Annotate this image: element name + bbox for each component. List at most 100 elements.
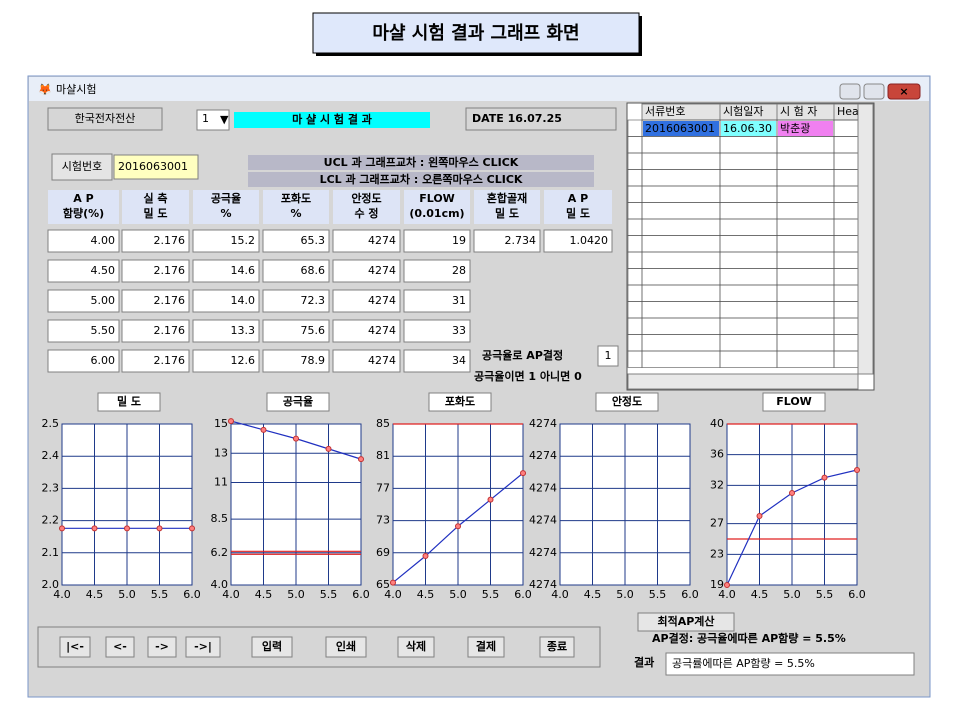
column-header: 혼합골재 — [487, 191, 527, 205]
ap-decision-label: 공극율로 AP결정 — [482, 348, 563, 362]
point — [520, 470, 526, 477]
column-header: 실 측 — [143, 191, 167, 205]
point — [358, 456, 364, 463]
button[interactable] — [325, 636, 367, 658]
cell-text: 13.3 — [231, 324, 256, 337]
cell-text: 4274 — [368, 354, 396, 367]
y-tick-label: 4274 — [529, 514, 557, 527]
x-tick-label: 6.0 — [848, 588, 866, 601]
chart-title: 공극율 — [283, 395, 313, 408]
column-header: FLOW — [419, 192, 455, 205]
content: 한국전자전산 1 ▼ 마 샬 시 험 결 과 DATE 16.07.25 시험번호 2016… — [37, 102, 915, 676]
cell — [262, 349, 330, 373]
note: LCL 과 그래프교차 : 오른쪽마우스 CLICK — [320, 172, 523, 186]
button[interactable] — [397, 636, 435, 658]
test-no-label-box[interactable] — [51, 153, 113, 181]
company-box — [47, 107, 163, 131]
y-tick-label: 32 — [710, 478, 724, 491]
grid-hscroll — [627, 373, 859, 390]
x-tick-label: 4.0 — [384, 588, 402, 601]
cell-text: 14.0 — [231, 294, 256, 307]
grid-value: 2016063001 — [645, 122, 715, 135]
cell-text: 34 — [452, 354, 466, 367]
x-tick-label: 6.0 — [514, 588, 532, 601]
column-header: (0.01cm) — [409, 207, 464, 220]
cell — [403, 319, 471, 343]
point — [487, 496, 494, 503]
point — [228, 418, 234, 425]
cell — [47, 259, 120, 283]
date: DATE 16.07.25 — [472, 112, 562, 125]
x-tick-label: 5.5 — [151, 588, 169, 601]
cell — [403, 259, 471, 283]
x-tick-label: 6.0 — [183, 588, 201, 601]
y-tick-label: 4274 — [529, 578, 557, 591]
button[interactable] — [59, 636, 91, 658]
grid-value: 박춘광 — [780, 122, 810, 135]
cell-text: 5.50 — [91, 324, 116, 337]
column-header: 포화도 — [281, 191, 311, 205]
cell — [332, 259, 401, 283]
column-header: % — [220, 207, 231, 220]
x-tick-label: 5.0 — [287, 588, 305, 601]
y-tick-label: 36 — [710, 448, 724, 461]
cell-text: 33 — [452, 324, 466, 337]
cell — [47, 289, 120, 313]
x-tick-label: 4.0 — [53, 588, 71, 601]
x-tick-label: 4.0 — [718, 588, 736, 601]
test-no-label: 시험번호 — [62, 160, 102, 173]
button[interactable] — [539, 636, 575, 658]
chart-title: 밀 도 — [117, 395, 141, 408]
banner — [312, 12, 640, 54]
maximize[interactable] — [863, 83, 885, 100]
button[interactable] — [147, 636, 177, 658]
cell — [332, 229, 401, 253]
y-tick-label: 8.5 — [211, 512, 229, 525]
cell-text: 2.176 — [154, 324, 186, 337]
cell — [262, 289, 330, 313]
y-tick-label: 2.5 — [42, 417, 60, 430]
combo[interactable] — [196, 109, 230, 131]
header-bg — [122, 190, 189, 224]
optimal-button[interactable] — [637, 612, 735, 632]
button[interactable] — [185, 636, 221, 658]
cell-text: 75.6 — [301, 324, 326, 337]
cell-text: 68.6 — [301, 264, 326, 277]
y-tick-label: 13 — [214, 446, 228, 459]
cell-text: 2.176 — [154, 264, 186, 277]
note-bg — [248, 172, 594, 187]
cell — [192, 229, 260, 253]
x-tick-label: 5.0 — [449, 588, 467, 601]
window-title: 마샬시험 — [56, 83, 96, 96]
cell — [332, 289, 401, 313]
close[interactable] — [887, 83, 921, 100]
test-no: 2016063001 — [118, 160, 188, 173]
y-tick-label: 4274 — [529, 481, 557, 494]
cell-text: 2.734 — [505, 234, 537, 247]
button[interactable] — [105, 636, 135, 658]
x-tick-label: 4.5 — [584, 588, 602, 601]
grid-row-bg — [721, 121, 776, 136]
cell — [192, 289, 260, 313]
cell — [192, 259, 260, 283]
grid-column: 서류번호 — [645, 105, 685, 118]
minimize[interactable] — [839, 83, 861, 100]
header-bg — [404, 190, 470, 224]
column-header: A P — [568, 192, 588, 205]
grid-column: 시험일자 — [723, 104, 763, 118]
grid-vscroll — [857, 103, 874, 375]
cell — [262, 259, 330, 283]
y-tick-label: 2.1 — [42, 546, 60, 559]
x-tick-label: 4.5 — [751, 588, 769, 601]
chart-title-box — [762, 392, 826, 412]
grid-column: 시 험 자 — [780, 105, 817, 118]
header-bg — [193, 190, 259, 224]
ap-decision-box — [597, 345, 619, 367]
button[interactable] — [467, 636, 505, 658]
column-header: 밀 도 — [566, 207, 590, 220]
y-tick-label: 2.4 — [42, 449, 60, 462]
button[interactable] — [251, 636, 293, 658]
note: UCL 과 그래프교차 : 왼쪽마우스 CLICK — [324, 155, 519, 169]
y-tick-label: 27 — [710, 517, 724, 530]
point — [293, 435, 299, 442]
